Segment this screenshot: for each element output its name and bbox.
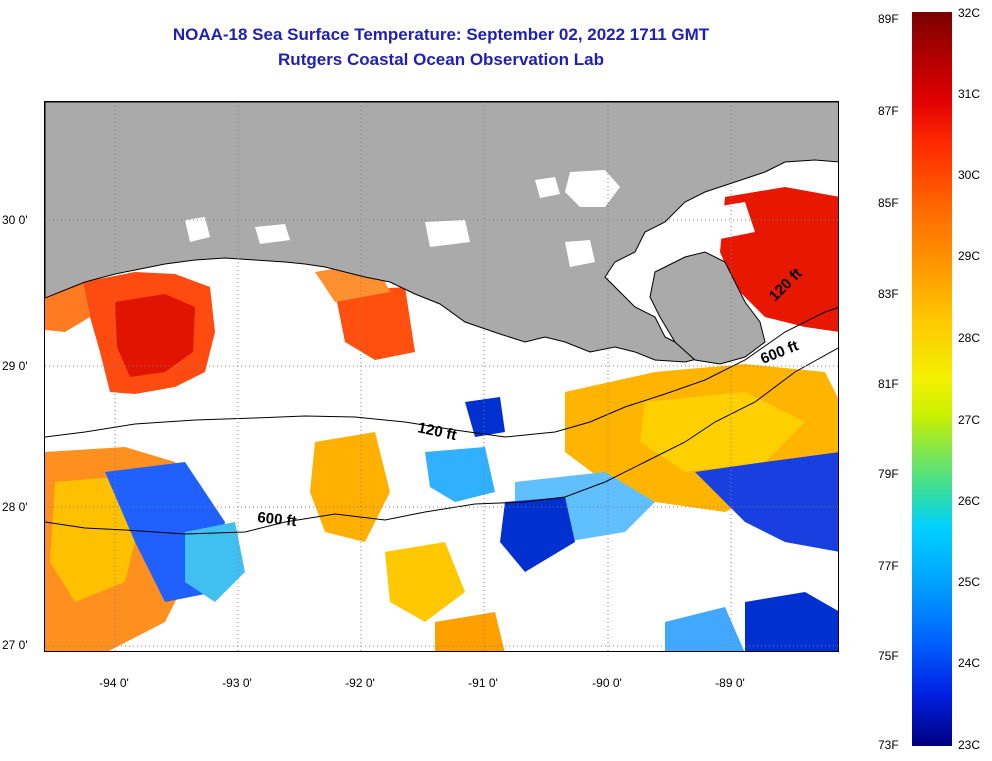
lon-label: -90 0' — [592, 676, 622, 690]
lon-label: -93 0' — [222, 676, 252, 690]
sst-map-canvas: 120 ft 600 ft 120 ft 600 ft — [45, 102, 838, 651]
colorbar-f-label: 79F — [878, 467, 899, 481]
colorbar-c-label: 26C — [958, 494, 981, 508]
lat-label: 28 0' — [2, 500, 28, 514]
map-title: NOAA-18 Sea Surface Temperature: Septemb… — [172, 25, 710, 44]
colorbar-f-label: 75F — [878, 649, 899, 663]
sst-patch — [640, 392, 805, 472]
sst-patch — [50, 477, 140, 602]
colorbar-c-label: 23C — [958, 738, 981, 752]
colorbar-f-label: 77F — [878, 559, 899, 573]
sst-patch — [425, 447, 495, 502]
contour-120ft — [45, 307, 838, 438]
sst-map: 120 ft 600 ft 120 ft 600 ft — [44, 101, 839, 652]
colorbar-f-label: 89F — [878, 12, 899, 26]
sst-patch — [465, 397, 505, 437]
lake — [185, 217, 210, 242]
sst-patch — [185, 522, 245, 602]
colorbar-c-label: 29C — [958, 249, 981, 263]
lat-label: 29 0' — [2, 359, 28, 373]
colorbar-f-label: 73F — [878, 738, 899, 752]
colorbar-c-label: 25C — [958, 575, 981, 589]
lake — [255, 224, 290, 244]
sst-patch — [435, 612, 505, 651]
lon-label: -91 0' — [468, 676, 498, 690]
contour-label-600-west: 600 ft — [257, 509, 298, 530]
colorbar-c-label: 30C — [958, 168, 981, 182]
temperature-colorbar — [912, 12, 952, 746]
sst-patch — [335, 287, 415, 360]
colorbar-f-label: 81F — [878, 377, 899, 391]
lake — [565, 240, 595, 267]
sst-patch — [45, 282, 90, 332]
sst-patch — [385, 542, 465, 622]
lake — [565, 170, 620, 207]
colorbar-c-label: 27C — [958, 413, 981, 427]
sst-patch — [500, 497, 575, 572]
lake — [535, 177, 560, 198]
coastal-lakes — [185, 170, 755, 267]
colorbar-f-label: 87F — [878, 104, 899, 118]
lon-label: -94 0' — [99, 676, 129, 690]
colorbar-c-label: 32C — [958, 6, 981, 20]
lon-label: -92 0' — [345, 676, 375, 690]
colorbar-f-label: 85F — [878, 196, 899, 210]
sst-patch — [310, 432, 390, 542]
lake — [685, 202, 755, 242]
lake — [425, 220, 470, 247]
sst-patch — [745, 592, 838, 651]
lat-label: 30 0' — [2, 213, 28, 227]
colorbar-c-label: 28C — [958, 331, 981, 345]
sst-patch — [695, 452, 838, 552]
sst-patch — [115, 294, 195, 377]
lat-label: 27 0' — [2, 638, 28, 652]
lon-label: -89 0' — [715, 676, 745, 690]
contour-600ft — [45, 347, 838, 535]
contour-label-120-west: 120 ft — [416, 419, 458, 444]
graticule — [45, 102, 838, 651]
colorbar-c-label: 24C — [958, 656, 981, 670]
colorbar-f-label: 83F — [878, 287, 899, 301]
colorbar-c-label: 31C — [958, 87, 981, 101]
map-subtitle: Rutgers Coastal Ocean Observation Lab — [278, 50, 604, 69]
delta-land — [649, 251, 766, 365]
sst-patch — [665, 607, 745, 651]
